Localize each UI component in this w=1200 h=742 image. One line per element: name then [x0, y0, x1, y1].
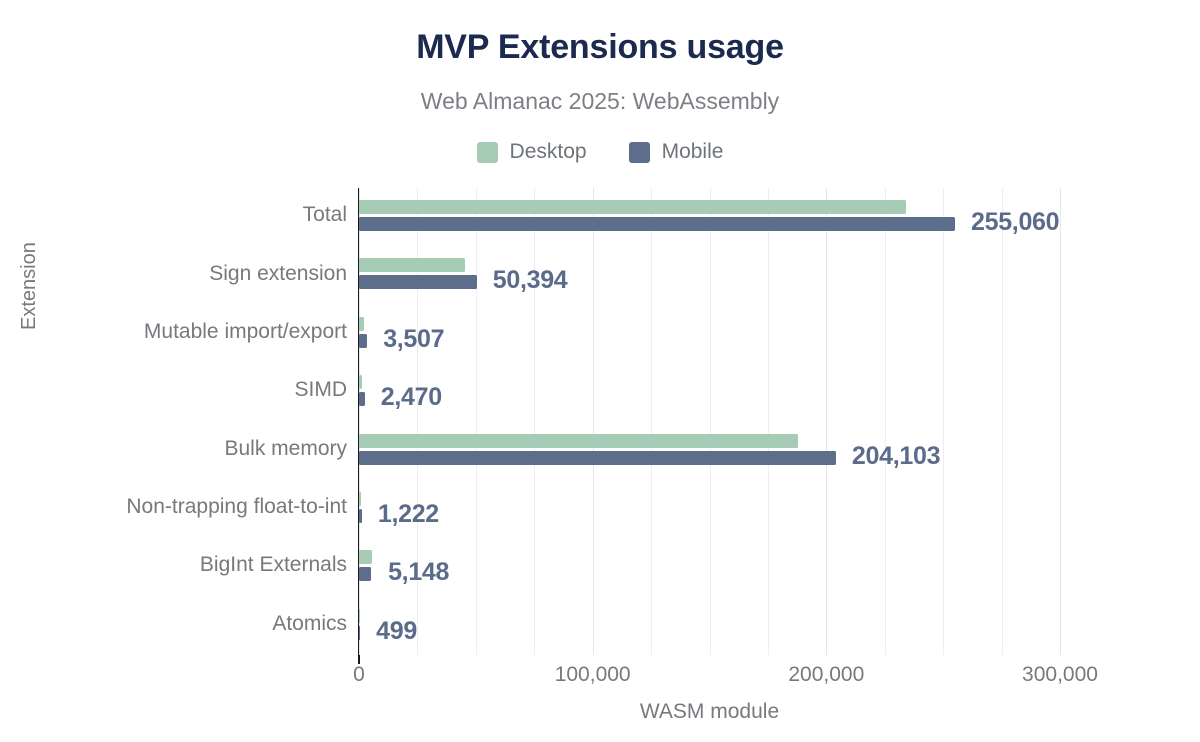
bar-desktop[interactable] [359, 375, 363, 390]
bar-mobile[interactable] [359, 450, 836, 465]
chart-title: MVP Extensions usage [416, 28, 784, 66]
bar-group: 50,394 [359, 246, 1060, 303]
legend-label-mobile: Mobile [661, 140, 724, 163]
bar-group: 2,470 [359, 363, 1060, 420]
bar-value-label: 5,148 [388, 558, 450, 587]
gridline [359, 188, 360, 655]
bar-value-label: 3,507 [383, 324, 445, 353]
plot-area: 255,060 50,394 3,507 2,470 204,103 1,222 5,148… [358, 188, 1061, 664]
bar-desktop[interactable] [359, 550, 373, 565]
bar-group: 3,507 [359, 305, 1060, 362]
y-axis-tick-labels: Total Sign extension Mutable import/export… [0, 188, 347, 655]
gridline [884, 188, 886, 655]
x-axis-origin-tick [358, 655, 360, 664]
x-axis-title: WASM module [639, 700, 780, 723]
bar-value-label: 50,394 [492, 266, 568, 295]
bar-group: 255,060 [359, 188, 1060, 245]
x-tick-label: 0 [353, 663, 365, 686]
bar-desktop[interactable] [359, 608, 360, 623]
y-tick-label: Mutable import/export [143, 319, 347, 343]
bar-mobile[interactable] [359, 508, 362, 523]
bar-value-label: 499 [376, 616, 417, 645]
bar-mobile[interactable] [359, 275, 477, 290]
bar-mobile[interactable] [359, 392, 365, 407]
bar-mobile[interactable] [359, 333, 368, 348]
chart-legend: Desktop Mobile [0, 140, 1200, 164]
bar-mobile[interactable] [359, 625, 361, 640]
bar-desktop[interactable] [359, 491, 361, 506]
chart-subtitle: Web Almanac 2025: WebAssembly [420, 88, 780, 114]
bar-value-label: 2,470 [380, 383, 442, 412]
y-tick-label: Non-trapping float-to-int [126, 495, 347, 519]
legend-swatch-desktop [476, 141, 498, 163]
gridline [709, 188, 711, 655]
gridline [475, 188, 477, 655]
x-tick-label: 200,000 [788, 663, 865, 686]
legend-swatch-mobile [628, 141, 650, 163]
bar-group: 499 [359, 597, 1060, 654]
bar-desktop[interactable] [359, 258, 466, 273]
gridline [417, 188, 419, 655]
gridline [943, 188, 945, 655]
bar-desktop[interactable] [359, 200, 906, 214]
gridline [1060, 188, 1061, 655]
bar-group: 204,103 [359, 422, 1060, 479]
bar-value-label: 255,060 [970, 208, 1060, 236]
gridline [767, 188, 769, 655]
legend-item-desktop[interactable]: Desktop [476, 140, 587, 164]
bar-mobile[interactable] [359, 567, 372, 582]
gridline [592, 188, 594, 655]
legend-item-mobile[interactable]: Mobile [628, 140, 724, 164]
bar-group: 1,222 [359, 480, 1060, 537]
bar-value-label: 1,222 [377, 499, 439, 528]
bar-mobile[interactable] [359, 217, 955, 231]
bar-desktop[interactable] [359, 433, 799, 448]
gridline [651, 188, 653, 655]
gridline [826, 188, 828, 655]
bar-value-label: 204,103 [851, 441, 941, 470]
y-tick-label: Atomics [272, 611, 347, 635]
bar-group: 5,148 [359, 538, 1060, 595]
y-tick-label: Sign extension [209, 261, 347, 285]
y-tick-label: BigInt Externals [199, 553, 347, 577]
x-tick-label: 100,000 [554, 663, 631, 686]
bar-desktop[interactable] [359, 316, 364, 331]
x-axis-tick-labels: 0 100,000 200,000 300,000 [353, 663, 1098, 693]
y-tick-label: Total [302, 203, 347, 227]
x-tick-label: 300,000 [1022, 663, 1098, 686]
legend-label-desktop: Desktop [509, 140, 587, 163]
gridline [534, 188, 536, 655]
gridline [1001, 188, 1003, 655]
y-tick-label: SIMD [294, 378, 348, 402]
y-tick-label: Bulk memory [224, 436, 347, 460]
